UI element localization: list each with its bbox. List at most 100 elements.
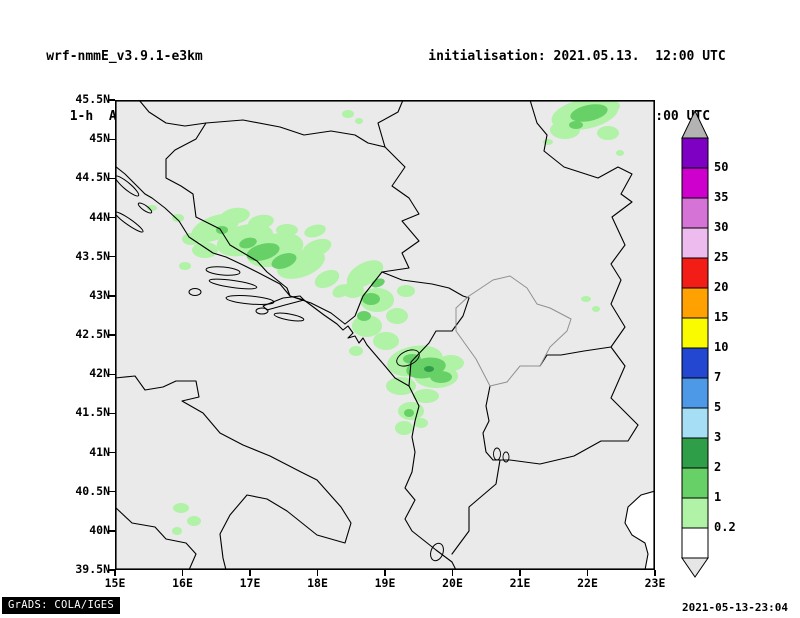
precip-cell-light — [182, 233, 200, 245]
precip-cell-light — [187, 516, 201, 526]
precip-cell-light — [172, 527, 182, 535]
colorbar-band — [681, 317, 709, 349]
x-axis-label: 21E — [509, 576, 531, 590]
colorbar-label: 2 — [714, 460, 722, 474]
adriatic-coastline — [115, 165, 457, 570]
x-axis-label: 20E — [442, 576, 463, 590]
y-axis-tick — [108, 216, 115, 219]
y-axis-label: 41.5N — [75, 405, 110, 420]
precip-cell-light — [314, 269, 340, 289]
precip-cell-light — [172, 214, 184, 222]
aegean-coastline — [624, 490, 655, 570]
x-axis-tick — [114, 570, 116, 576]
island — [208, 278, 258, 290]
precip-cell-light — [616, 150, 624, 156]
y-axis-tick — [108, 256, 115, 258]
precip-cell-light — [192, 242, 218, 258]
colorbar-band — [681, 197, 709, 229]
macedonia-bulgaria-border — [610, 346, 639, 426]
y-axis-tick — [108, 491, 115, 493]
precip-cell-medium — [430, 371, 452, 383]
colorbar-underflow-arrow — [681, 557, 709, 578]
y-axis-label: 42N — [89, 366, 110, 381]
bosnia-montenegro-border — [344, 271, 383, 325]
bosnia-dubrovnik-hinterland-border — [289, 295, 346, 325]
precip-cell-medium — [357, 311, 371, 321]
y-axis-tick — [108, 451, 115, 454]
colorbar-bands — [681, 137, 709, 559]
colorbar-label: 0.2 — [714, 520, 736, 534]
lakes — [396, 349, 510, 463]
precip-cell-light — [352, 315, 382, 337]
colorbar-band — [681, 347, 709, 379]
y-axis-label: 39.5N — [75, 562, 110, 576]
precip-cell-light — [543, 139, 553, 145]
colorbar-label: 20 — [714, 280, 729, 294]
precip-cell-light — [597, 126, 619, 140]
y-axis-label: 45N — [89, 131, 110, 146]
precip-cell-medium — [569, 121, 583, 129]
init-time-label: initialisation: 2021.05.13. 12:00 UTC — [428, 49, 726, 64]
island — [188, 288, 202, 296]
colorbar-label: 25 — [714, 250, 729, 264]
precip-cell-light — [248, 214, 274, 230]
colorbar-label: 1 — [714, 490, 722, 504]
precip-cell-light — [373, 332, 399, 350]
precip-cell-light — [395, 421, 413, 435]
precip-cell-light — [386, 308, 408, 324]
lake-skadar — [396, 349, 420, 367]
colorbar-band — [681, 227, 709, 259]
model-name: wrf-nmmE_v3.9.1-e3km — [46, 49, 203, 64]
colorbar-label: 30 — [714, 220, 729, 234]
serbia-macedonia-border — [539, 350, 585, 367]
x-axis-tick — [181, 570, 184, 576]
x-axis-label: 18E — [307, 576, 328, 590]
kosovo-border — [455, 275, 572, 387]
x-axis-tick — [519, 570, 521, 576]
y-axis-label: 43.5N — [75, 248, 110, 263]
precip-cell-medium — [246, 243, 280, 261]
y-axis-tick — [108, 373, 115, 375]
colorbar-label: 7 — [714, 370, 722, 384]
precip-cell-dark — [424, 366, 434, 372]
colorbar-band — [681, 137, 709, 169]
x-axis-label: 19E — [374, 576, 396, 590]
x-axis-tick — [451, 570, 454, 576]
map-frame — [115, 100, 655, 570]
precip-cell-light — [302, 238, 332, 258]
y-axis-tick — [108, 138, 115, 140]
y-axis-tick — [108, 334, 115, 336]
colorbar-overflow-arrow — [681, 109, 709, 139]
montenegro-serbia-border — [381, 271, 470, 299]
colorbar-band — [681, 257, 709, 289]
colorbar-band — [681, 527, 709, 559]
precip-cell-light — [276, 224, 298, 236]
drina-bosnia-serbia-border — [381, 146, 420, 273]
y-axis-tick — [108, 569, 115, 571]
colorbar-band — [681, 437, 709, 469]
y-axis-label: 41N — [89, 444, 110, 459]
colorbar-band — [681, 497, 709, 529]
slovenia-croatia-border — [138, 100, 207, 127]
precip-cell-light — [220, 207, 250, 225]
y-axis-label: 43N — [89, 287, 110, 302]
creation-timestamp: 2021-05-13-23:04 — [682, 601, 788, 614]
colorbar-band — [681, 407, 709, 439]
colorbar-label: 15 — [714, 310, 729, 324]
precip-cell-light — [147, 205, 157, 211]
precip-cell-medium — [403, 354, 421, 364]
island — [225, 294, 275, 306]
map-canvas — [115, 100, 655, 570]
precip-cell-medium — [570, 104, 608, 122]
island — [255, 307, 269, 315]
colorbar-label: 5 — [714, 400, 722, 414]
colorbar-label: 3 — [714, 430, 722, 444]
colorbar-band — [681, 287, 709, 319]
colorbar — [681, 109, 709, 578]
y-axis-tick — [108, 530, 115, 532]
albania-greece-border — [451, 459, 501, 555]
precip-cell-light — [592, 306, 600, 312]
y-axis-tick — [108, 295, 115, 297]
precip-cell-light — [413, 389, 439, 403]
